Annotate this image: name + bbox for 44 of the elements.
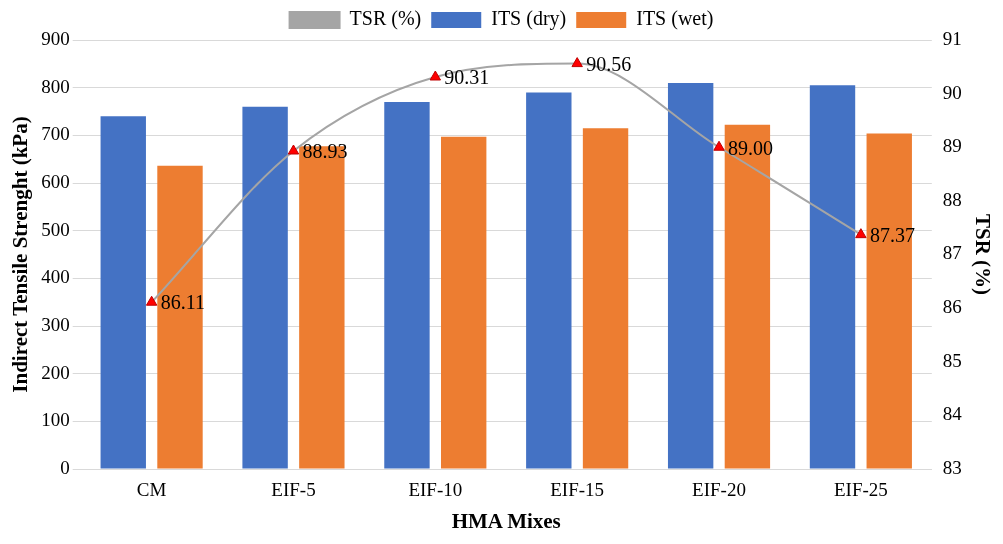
- legend-label: ITS (wet): [636, 7, 714, 31]
- y-axis-title: Indirect Tensile Strenght (kPa): [8, 116, 33, 393]
- y-tick-label: 900: [41, 27, 70, 49]
- y2-tick-label: 84: [942, 403, 963, 425]
- y2-tick-label: 91: [942, 27, 962, 49]
- y2-tick-label: 90: [942, 81, 962, 103]
- bar: [526, 92, 572, 469]
- y2-tick-label: 86: [942, 296, 962, 318]
- y2-tick-label: 85: [942, 349, 962, 371]
- y-tick-label: 500: [41, 218, 70, 240]
- bar: [299, 146, 345, 469]
- bar: [384, 101, 430, 469]
- y2-tick-label: 89: [942, 135, 962, 157]
- y2-tick-label: 88: [942, 188, 962, 210]
- y2-axis-title: TSR (%): [970, 213, 995, 296]
- y-tick-label: 600: [41, 170, 70, 192]
- y-tick-label: 300: [41, 313, 70, 335]
- bar: [157, 165, 203, 469]
- legend-label: TSR (%): [349, 7, 422, 31]
- legend-label: ITS (dry): [491, 7, 567, 31]
- x-tick-label: EIF-25: [833, 479, 888, 501]
- bar: [100, 116, 146, 469]
- x-tick-label: EIF-10: [408, 479, 463, 501]
- y-tick-label: 700: [41, 123, 70, 145]
- x-tick-label: EIF-20: [692, 479, 746, 501]
- y-tick-label: 0: [60, 456, 70, 478]
- x-tick-label: EIF-15: [550, 479, 605, 501]
- bar: [667, 82, 714, 469]
- y-tick-label: 400: [41, 266, 70, 288]
- y2-tick-label: 83: [942, 456, 962, 478]
- x-axis-title: HMA Mixes: [451, 508, 561, 533]
- data-label: 90.56: [586, 52, 632, 75]
- bar: [724, 124, 771, 469]
- bar: [809, 85, 856, 469]
- x-tick-label: CM: [136, 479, 167, 501]
- y2-tick-label: 87: [942, 242, 962, 264]
- bar: [242, 106, 288, 469]
- bar: [582, 128, 629, 469]
- bar: [441, 136, 487, 469]
- y-tick-label: 800: [41, 75, 70, 97]
- y-tick-label: 100: [41, 409, 70, 431]
- data-label: 90.31: [444, 66, 490, 89]
- x-tick-label: EIF-5: [271, 479, 316, 501]
- y-tick-label: 200: [41, 361, 70, 383]
